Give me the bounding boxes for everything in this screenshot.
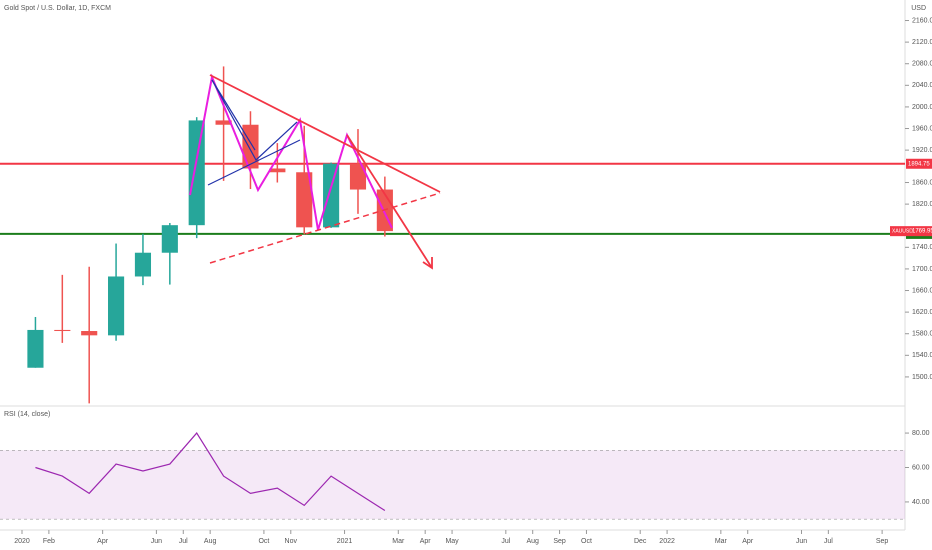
chart-title: Gold Spot / U.S. Dollar, 1D, FXCM [4, 5, 111, 12]
rsi-title: RSI (14, close) [4, 411, 50, 418]
level-label-box [906, 158, 932, 169]
last-price-label: 1769.95 [912, 229, 932, 235]
level-label: 1894.75 [908, 161, 930, 167]
rsi-y-tick-label: 80.00 [912, 430, 930, 437]
candle-body [296, 172, 313, 228]
blue-line [211, 79, 256, 151]
x-tick-label: Nov [285, 538, 298, 545]
x-tick-label: Dec [634, 538, 647, 545]
candle-body [108, 276, 125, 336]
candle-body [323, 163, 340, 228]
last-price-name: XAUUSD [892, 228, 913, 234]
x-tick-label: Oct [258, 538, 269, 545]
y-tick-label: 1620.00 [912, 309, 932, 316]
x-tick-label: Aug [204, 538, 217, 545]
drawings [189, 73, 441, 270]
x-tick-label: 2020 [14, 538, 30, 545]
x-tick-label: Oct [581, 538, 592, 545]
y-tick-label: 1500.00 [912, 374, 932, 381]
y-tick-label: 1540.00 [912, 352, 932, 359]
x-tick-label: Feb [43, 538, 55, 545]
y-tick-label: 2040.00 [912, 82, 932, 89]
candle-body [349, 163, 367, 190]
x-tick-label: 2021 [337, 538, 353, 545]
y-tick-label: 1820.00 [912, 201, 932, 208]
x-tick-label: Sep [876, 538, 889, 545]
rsi-y-tick-label: 40.00 [912, 499, 930, 506]
y-tick-label: 1920.00 [912, 147, 932, 154]
x-tick-label: Jul [179, 538, 188, 545]
x-tick-label: Aug [526, 538, 539, 545]
candle-body [54, 329, 71, 332]
x-tick-label: 2022 [659, 538, 675, 545]
x-tick-label: Apr [742, 538, 754, 545]
candle-body [134, 252, 152, 277]
x-tick-label: Apr [420, 538, 432, 545]
x-tick-label: Mar [715, 538, 728, 545]
y-tick-label: 2120.00 [912, 39, 932, 46]
rsi-line [35, 432, 386, 512]
blue-line [207, 139, 301, 186]
candle-body [161, 225, 178, 253]
candle-body [269, 168, 286, 173]
y-tick-label: 1580.00 [912, 331, 932, 338]
currency: USD [911, 5, 926, 12]
y-tick-label: 2000.00 [912, 104, 932, 111]
rsi-band [0, 450, 905, 520]
x-tick-label: Jun [796, 538, 807, 545]
rsi-y-tick-label: 60.00 [912, 464, 930, 471]
x-tick-label: May [445, 538, 459, 545]
y-tick-label: 1860.00 [912, 179, 932, 186]
y-tick-label: 2080.00 [912, 61, 932, 68]
candle-body [81, 331, 98, 336]
trendline [209, 74, 441, 193]
arrow [346, 134, 433, 269]
x-tick-label: Jun [151, 538, 162, 545]
candle-body [27, 329, 44, 368]
candle-body [188, 120, 205, 226]
candle-body [215, 120, 232, 125]
y-tick-label: 1740.00 [912, 244, 932, 251]
x-tick-label: Jul [501, 538, 510, 545]
x-tick-label: Jul [824, 538, 833, 545]
y-tick-label: 1700.00 [912, 266, 932, 273]
y-tick-label: 1660.00 [912, 287, 932, 294]
x-tick-label: Mar [392, 538, 405, 545]
x-tick-label: Sep [553, 538, 566, 545]
arrow-head [422, 257, 433, 270]
dashed-trendline [209, 192, 441, 264]
x-tick-label: Apr [97, 538, 109, 545]
blue-zigzag [211, 79, 298, 161]
y-tick-label: 1960.00 [912, 125, 932, 132]
y-tick-label: 2160.00 [912, 17, 932, 24]
last-price-box [890, 226, 932, 237]
